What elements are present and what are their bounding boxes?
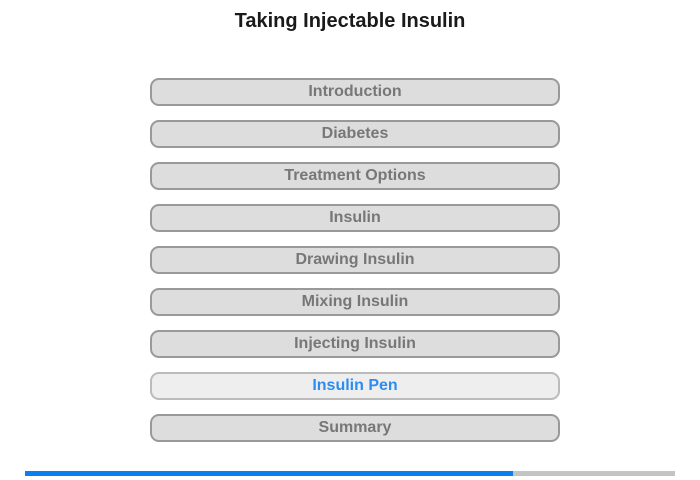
menu-item-insulin-pen[interactable]: Insulin Pen	[150, 372, 560, 400]
menu-item-insulin[interactable]: Insulin	[150, 204, 560, 232]
menu-item-mixing-insulin[interactable]: Mixing Insulin	[150, 288, 560, 316]
menu-item-summary[interactable]: Summary	[150, 414, 560, 442]
progress-fill	[25, 471, 513, 476]
menu-item-injecting-insulin[interactable]: Injecting Insulin	[150, 330, 560, 358]
chapter-menu: Introduction Diabetes Treatment Options Ins…	[150, 78, 560, 456]
progress-bar	[25, 471, 675, 476]
menu-item-introduction[interactable]: Introduction	[150, 78, 560, 106]
page-title: Taking Injectable Insulin	[234, 10, 466, 32]
menu-item-drawing-insulin[interactable]: Drawing Insulin	[150, 246, 560, 274]
menu-item-diabetes[interactable]: Diabetes	[150, 120, 560, 148]
menu-item-treatment-options[interactable]: Treatment Options	[150, 162, 560, 190]
